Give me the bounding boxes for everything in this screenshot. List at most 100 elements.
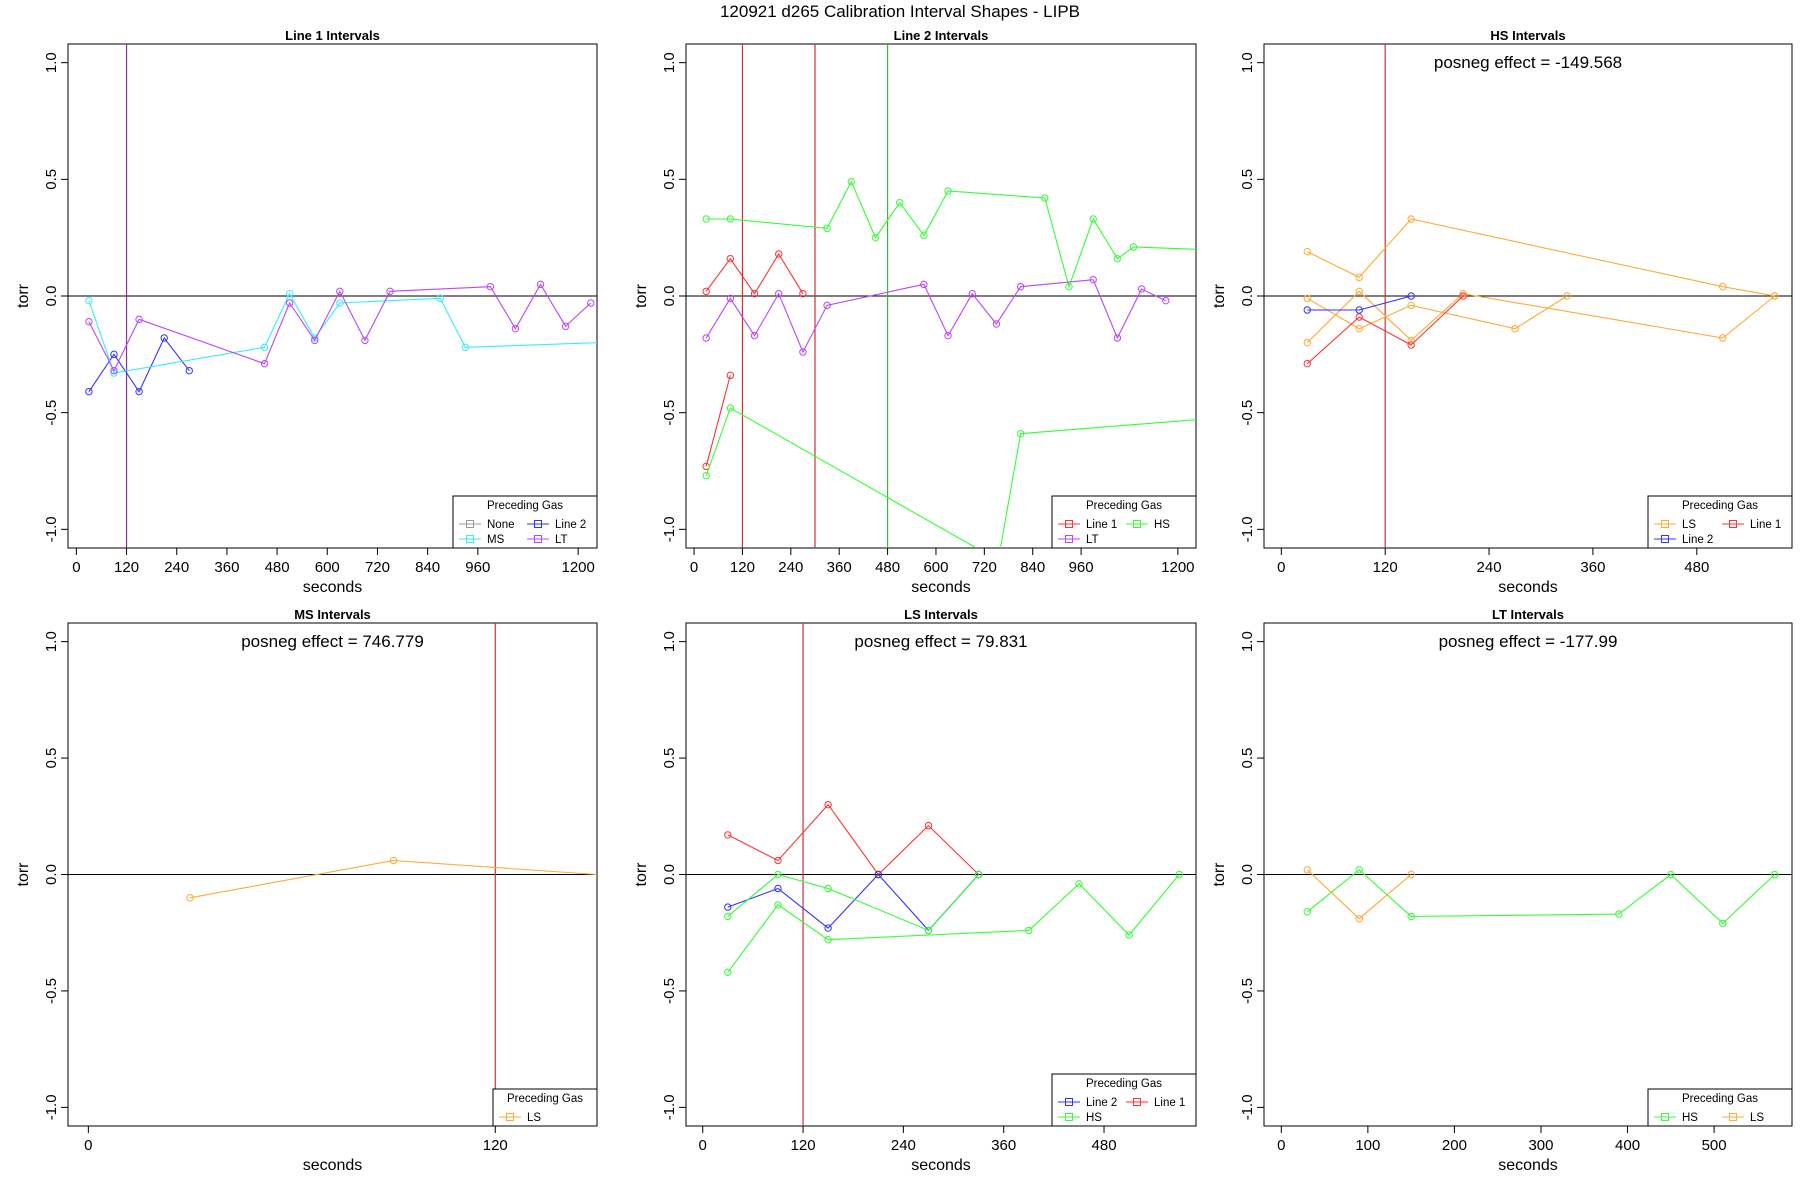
- panel-hs-intervals: HS Intervals -1.0 -0.5 0.0 0.5 1.0 torr 0 120 240…: [1211, 28, 1793, 596]
- data-point-line-2: [135, 387, 143, 396]
- data-point-lt: [1016, 282, 1025, 291]
- y-tick-label: -0.5: [43, 400, 60, 426]
- data-point-hs: [702, 471, 710, 480]
- series-line-hs: [705, 407, 977, 548]
- data-point-hs: [944, 187, 952, 195]
- data-point-line-2: [1407, 292, 1415, 300]
- y-tick-label: 0.5: [43, 748, 60, 769]
- x-tick-label: 120: [114, 559, 139, 576]
- data-point-ls: [1719, 334, 1727, 342]
- data-point-hs: [823, 224, 831, 233]
- data-point-lt: [750, 331, 759, 340]
- data-point-hs: [1125, 931, 1133, 939]
- x-tick-label: 480: [265, 559, 290, 576]
- posneg-annotation: posneg effect = 79.831: [854, 632, 1027, 651]
- legend-marker-line-2: [1065, 1098, 1073, 1106]
- y-tick-label: 0.5: [661, 169, 678, 190]
- y-axis-label: torr: [633, 283, 650, 308]
- data-point-hs: [1075, 880, 1083, 888]
- data-point-lt: [361, 336, 369, 345]
- series-group: [1303, 866, 1779, 928]
- data-point-lt: [726, 294, 735, 303]
- data-point-hs: [774, 870, 782, 879]
- y-tick-label: 1.0: [661, 631, 678, 652]
- legend-marker-line-1: [1729, 520, 1737, 528]
- data-point-line-2: [824, 924, 832, 932]
- panel-ls-intervals: LS Intervals -1.0 -0.5 0.0 0.5 1.0 torr 0 120 240…: [633, 607, 1197, 1174]
- x-tick-label: 480: [1684, 559, 1709, 576]
- series-line-ls: [1306, 869, 1412, 920]
- y-tick-label: 1.0: [43, 631, 60, 652]
- legend: Preceding Gas None MS Line 2 LT: [452, 495, 598, 549]
- series-line-hs: [999, 419, 1196, 548]
- data-point-line-2: [1355, 306, 1363, 314]
- data-point-hs: [920, 231, 928, 240]
- legend-label-ls: LS: [527, 1112, 541, 1124]
- y-tick-label: -0.5: [661, 400, 678, 426]
- data-point-hs: [1667, 870, 1675, 879]
- legend-label-none: None: [487, 519, 515, 531]
- x-tick-label: 600: [315, 559, 340, 576]
- data-point-ls: [1407, 336, 1415, 345]
- data-point-line-2: [110, 350, 118, 359]
- legend-label-lt: LT: [1086, 534, 1099, 546]
- data-point-lt: [110, 366, 118, 375]
- legend-marker-line-1: [1133, 1098, 1141, 1106]
- data-point-ls: [1355, 915, 1363, 923]
- data-point-line-2: [874, 870, 882, 879]
- series-line-line-2: [1307, 295, 1412, 311]
- data-point-lt: [386, 287, 394, 296]
- legend-box: [1647, 1088, 1793, 1127]
- legend-box: [492, 1088, 598, 1127]
- data-point-lt: [702, 334, 710, 342]
- y-tick-label: 0.5: [1239, 169, 1256, 190]
- series-line-ls: [1307, 218, 1775, 297]
- y-axis-label: torr: [1211, 862, 1228, 887]
- data-point-hs: [1025, 926, 1033, 935]
- legend-title: Preceding Gas: [1682, 1093, 1758, 1105]
- y-tick-label: 0.0: [1239, 864, 1256, 885]
- series-line-hs: [1306, 869, 1776, 925]
- legend-title: Preceding Gas: [1086, 1078, 1162, 1090]
- x-tick-label: 960: [1069, 559, 1094, 576]
- data-point-ls: [1770, 292, 1779, 300]
- x-tick-label: 360: [214, 559, 239, 576]
- series-group: [1303, 215, 1779, 368]
- data-point-hs: [1041, 194, 1049, 202]
- data-point-line-2: [774, 884, 782, 893]
- data-point-hs: [871, 233, 880, 242]
- panel-title: Line 1 Intervals: [285, 28, 380, 43]
- y-tick-label: 0.5: [43, 169, 60, 190]
- y-tick-label: -1.0: [1239, 1094, 1256, 1120]
- x-tick-label: 120: [1373, 559, 1398, 576]
- y-tick-label: 0.5: [661, 748, 678, 769]
- legend-title: Preceding Gas: [487, 500, 563, 512]
- data-point-lt: [1113, 334, 1122, 342]
- data-point-line-1: [799, 289, 807, 298]
- data-point-line-1: [724, 831, 732, 839]
- data-point-ls: [1407, 301, 1415, 310]
- data-point-hs: [1303, 908, 1311, 916]
- x-axis-label: seconds: [303, 579, 363, 596]
- x-tick-label: 1200: [1161, 559, 1194, 576]
- data-point-lt: [920, 280, 928, 289]
- x-tick-label: 480: [1092, 1137, 1117, 1154]
- y-tick-label: -1.0: [661, 516, 678, 542]
- data-point-ls: [1459, 289, 1467, 298]
- data-point-ms: [285, 289, 294, 298]
- panel-title: LS Intervals: [904, 607, 978, 622]
- data-point-hs: [847, 177, 855, 186]
- data-point-ls: [1303, 294, 1311, 303]
- series-line-lt: [88, 283, 592, 372]
- y-tick-label: 1.0: [1239, 52, 1256, 73]
- panel-lt-intervals: LT Intervals -1.0 -0.5 0.0 0.5 1.0 torr 0 100 200…: [1211, 607, 1793, 1174]
- data-point-ls: [1511, 324, 1519, 333]
- data-point-hs: [726, 215, 735, 223]
- data-point-hs: [1065, 282, 1073, 291]
- y-tick-label: 1.0: [661, 52, 678, 73]
- x-axis-label: seconds: [1498, 1157, 1558, 1174]
- x-tick-label: 240: [164, 559, 189, 576]
- x-tick-label: 600: [923, 559, 948, 576]
- y-tick-label: -0.5: [43, 978, 60, 1004]
